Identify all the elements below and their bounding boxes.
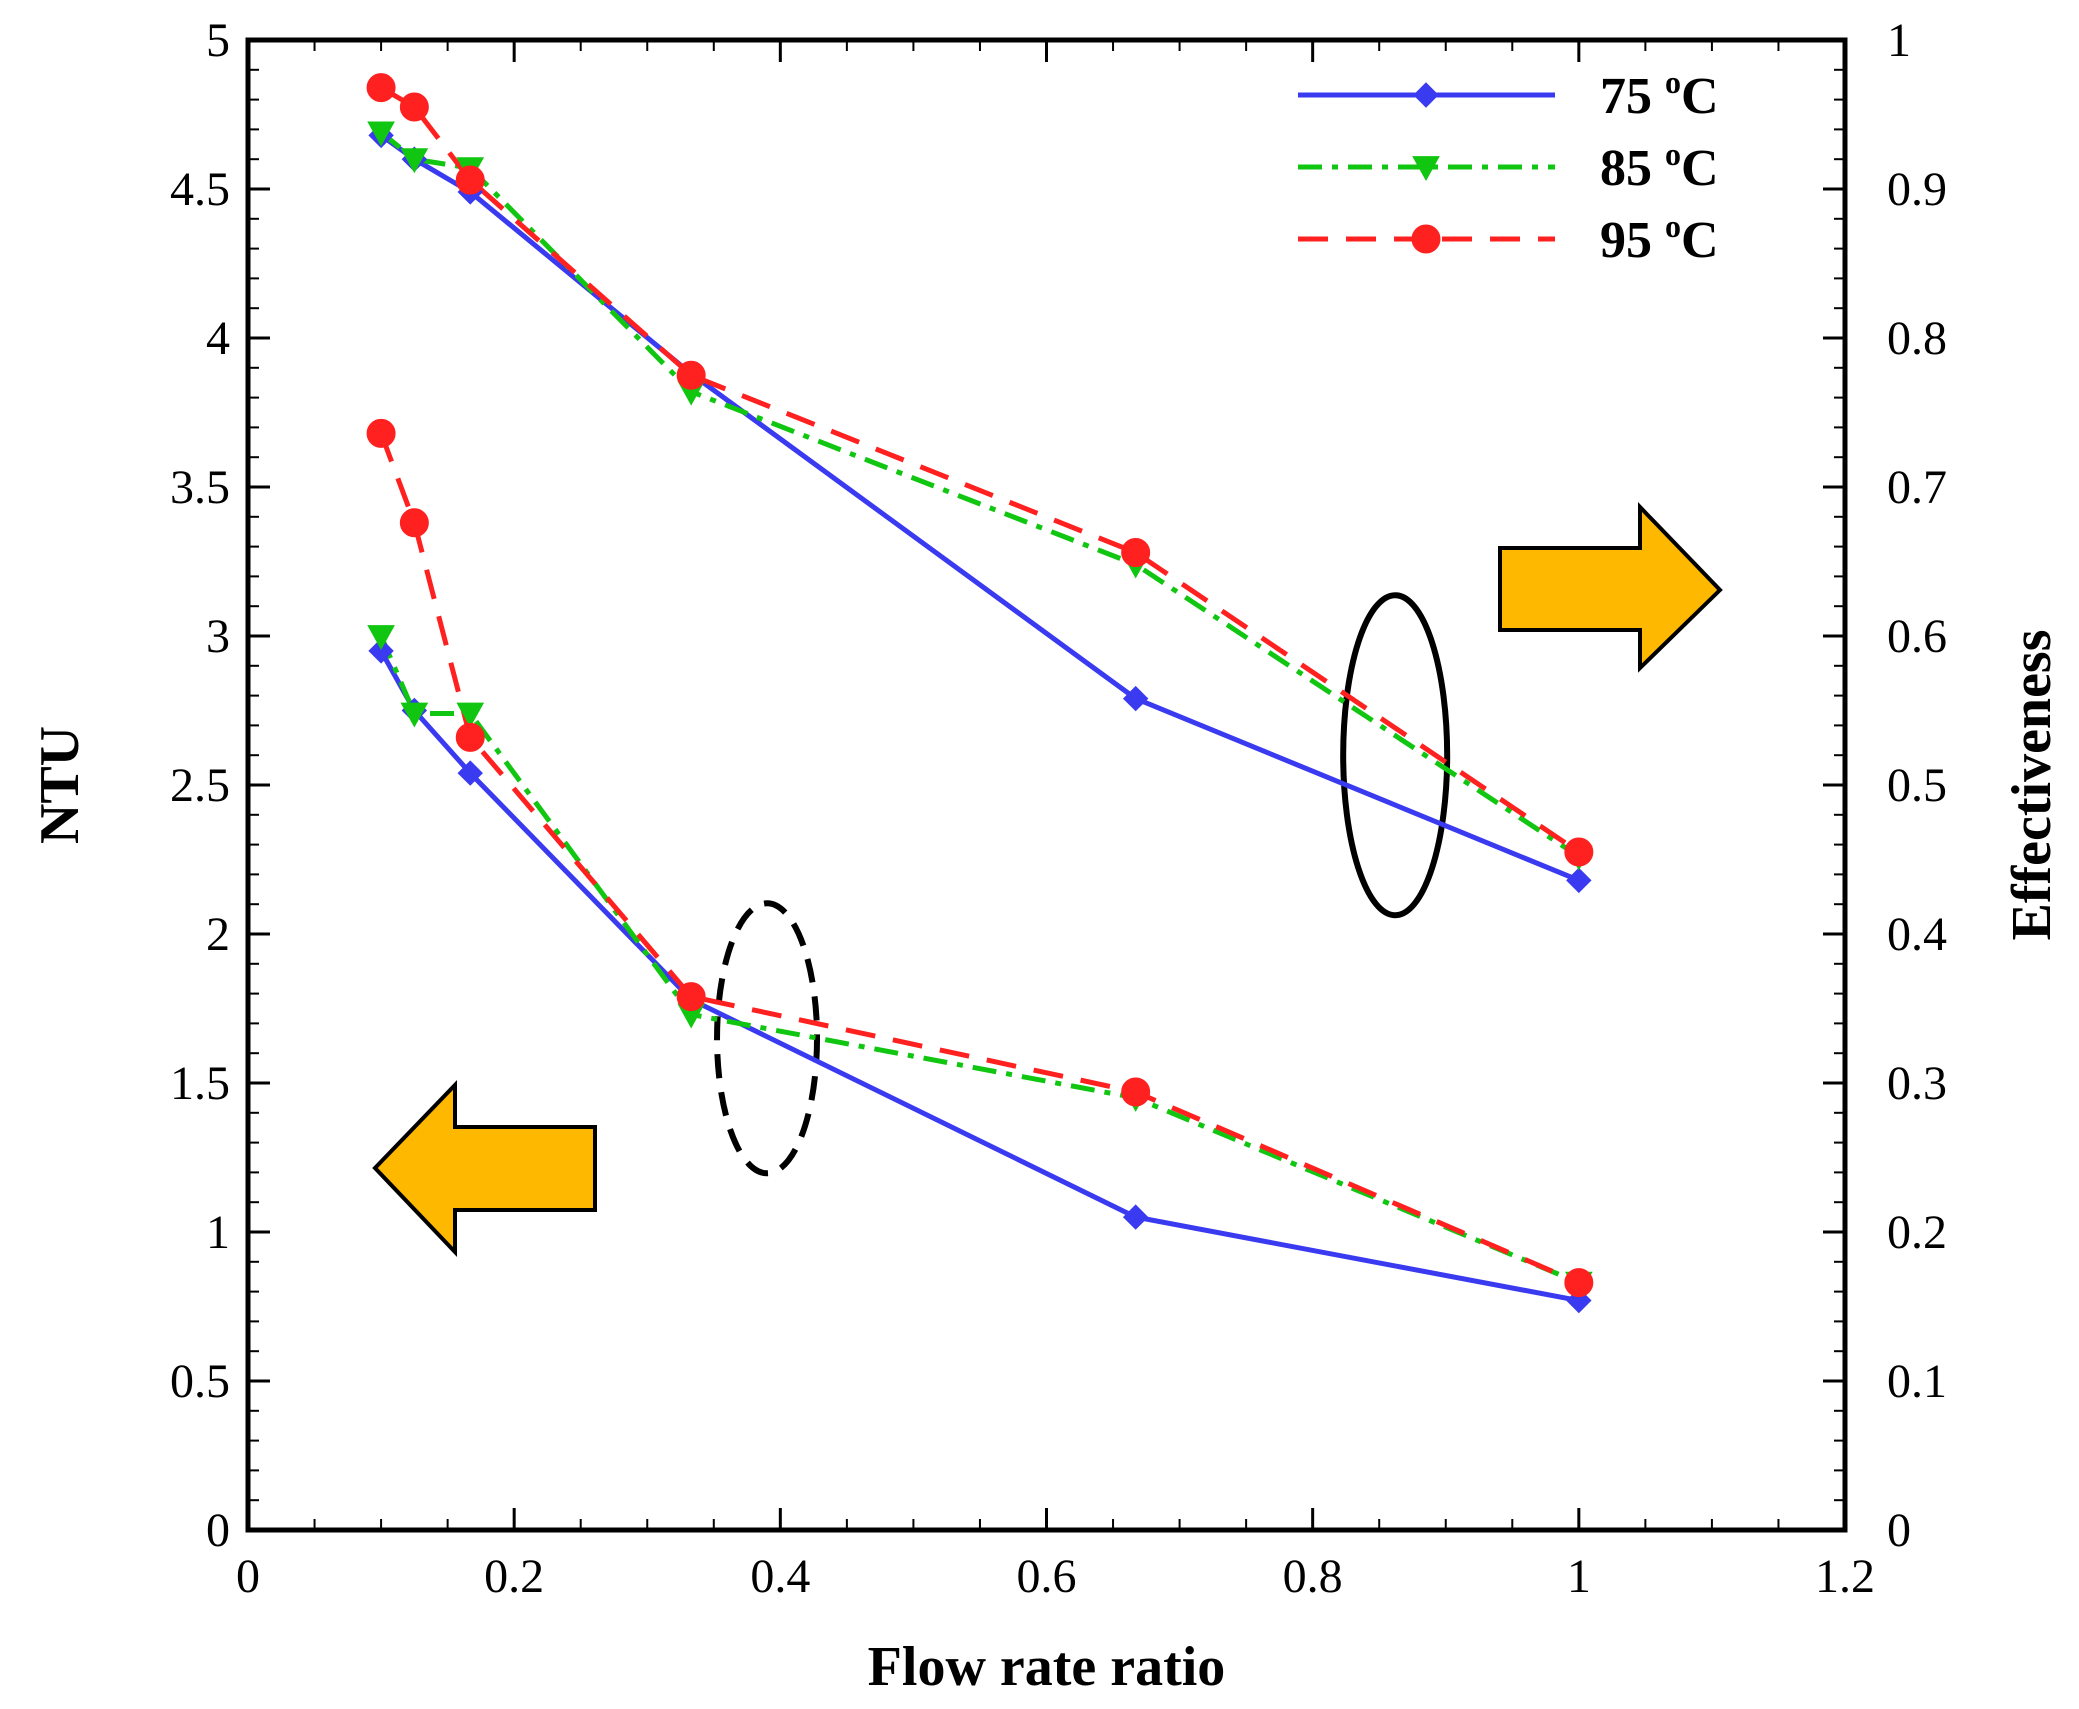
series-75C-effectiveness-line xyxy=(379,133,1580,883)
y-tick-label: 3.5 xyxy=(170,461,230,514)
y-tick-label: 2.5 xyxy=(170,759,230,812)
legend-95-marker xyxy=(1411,224,1441,254)
y-tick-label: 4.5 xyxy=(170,163,230,216)
legend-label-75: 75 oC xyxy=(1600,64,1719,125)
y-tick-label: 1 xyxy=(206,1206,230,1259)
series-95C-ntu-marker xyxy=(676,982,706,1012)
y2-tick-label: 0.3 xyxy=(1887,1057,1947,1110)
legend-75-marker xyxy=(1413,82,1439,108)
y-tick-label: 4 xyxy=(206,312,230,365)
y-tick-label: 1.5 xyxy=(170,1057,230,1110)
legend-label-85: 85 oC xyxy=(1600,136,1719,197)
series-95C-effectiveness-marker xyxy=(366,73,396,103)
series-95C-ntu-marker xyxy=(366,418,396,448)
y2-tick-label: 0.1 xyxy=(1887,1355,1947,1408)
y-tick-label: 5 xyxy=(206,14,230,67)
legend: 75 oC 85 oC 95 oC xyxy=(1298,64,1719,269)
x-tick-label: 0.8 xyxy=(1283,1550,1343,1603)
y-tick-label: 0.5 xyxy=(170,1355,230,1408)
effectiveness-axis-arrow xyxy=(1498,502,1723,673)
x-tick-label: 0.4 xyxy=(750,1550,810,1603)
legend-label-95: 95 oC xyxy=(1600,208,1719,269)
effectiveness-group-ellipse xyxy=(1340,592,1451,919)
series-95C-ntu-marker xyxy=(399,508,429,538)
series-75C-ntu-marker xyxy=(1122,1204,1149,1230)
x-tick-label: 0.6 xyxy=(1017,1550,1077,1603)
y2-tick-label: 0.5 xyxy=(1887,759,1947,812)
y2-tick-label: 0.6 xyxy=(1887,610,1947,663)
y-tick-label: 2 xyxy=(206,908,230,961)
legend-85-marker xyxy=(1412,156,1440,182)
series-95C-ntu-marker xyxy=(1564,1268,1594,1298)
series-95C-effectiveness-marker xyxy=(455,165,485,195)
series-95C-ntu-line xyxy=(378,432,1580,1285)
x-tick-label: 0 xyxy=(236,1550,260,1603)
y2-tick-label: 0.4 xyxy=(1887,908,1947,961)
series-75C-effectiveness-marker xyxy=(1566,867,1592,894)
y-axis-title: NTU xyxy=(29,726,91,844)
x-tick-label: 1.2 xyxy=(1815,1550,1875,1603)
series-85C-effectiveness-marker xyxy=(367,121,395,147)
y-tick-label: 0 xyxy=(206,1504,230,1557)
y2-tick-label: 0.2 xyxy=(1887,1206,1947,1259)
series-95C-effectiveness-marker xyxy=(1564,837,1594,867)
x-tick-label: 1 xyxy=(1567,1550,1591,1603)
ntu-axis-arrow xyxy=(372,1080,597,1257)
x-axis-title: Flow rate ratio xyxy=(868,1636,1226,1698)
series-85C-ntu-marker xyxy=(367,625,395,651)
ticks-layer xyxy=(246,38,1847,1532)
x-tick-label: 0.2 xyxy=(484,1550,544,1603)
tick-labels-layer: 0 0.2 0.4 0.6 0.8 1 1.200.511.522.533.544.5500… xyxy=(170,14,1947,1603)
series-95C-ntu-marker xyxy=(1121,1077,1151,1107)
y2-tick-label: 0.8 xyxy=(1887,312,1947,365)
y2-tick-label: 0.9 xyxy=(1887,163,1947,216)
series-85C-ntu-line xyxy=(378,635,1580,1285)
annotations-layer xyxy=(372,502,1723,1257)
series-75C-ntu-marker xyxy=(368,638,394,664)
y2-tick-label: 1 xyxy=(1887,14,1911,67)
y2-tick-label: 0.7 xyxy=(1887,461,1947,514)
series-75C-effectiveness-marker xyxy=(1122,685,1149,712)
y-tick-label: 3 xyxy=(206,610,230,663)
series-85C-ntu-marker xyxy=(456,702,485,728)
series-95C-ntu-marker xyxy=(455,722,485,752)
series-85C-effectiveness-marker xyxy=(400,148,429,174)
series-95C-effectiveness-marker xyxy=(1121,538,1151,568)
series-85C-ntu-marker xyxy=(400,702,429,728)
markers-layer xyxy=(366,73,1594,1314)
y2-tick-label: 0 xyxy=(1887,1504,1911,1557)
series-95C-effectiveness-marker xyxy=(399,92,429,122)
series-75C-ntu-marker xyxy=(457,760,483,786)
ntu-group-ellipse xyxy=(714,900,821,1177)
y2-axis-title: Effectiveness xyxy=(2001,629,2063,940)
series-layer xyxy=(378,85,1581,1303)
series-95C-effectiveness-marker xyxy=(676,360,706,390)
